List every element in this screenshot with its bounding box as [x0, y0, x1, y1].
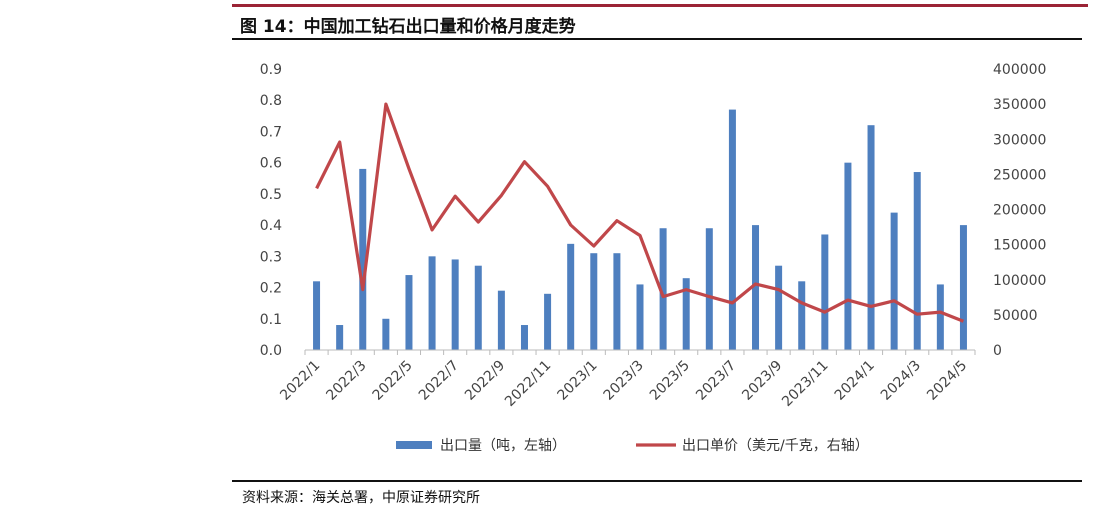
- bar: [451, 259, 459, 350]
- figure-title: 图 14：中国加工钻石出口量和价格月度走势: [240, 17, 576, 37]
- left-tick-label: 0.3: [260, 249, 282, 265]
- bar: [752, 225, 760, 350]
- bar: [682, 278, 690, 350]
- x-tick-label: 2023/7: [693, 358, 739, 404]
- bar: [428, 256, 436, 350]
- right-axis-ticks: 0 50000 100000 150000 200000 250000 300000 3500…: [993, 62, 1046, 359]
- legend-bar-swatch: [396, 441, 432, 449]
- bar: [867, 125, 875, 350]
- left-tick-label: 0.8: [260, 93, 282, 109]
- bar: [821, 234, 829, 350]
- x-tick-label: 2023/9: [739, 358, 785, 404]
- bar: [798, 281, 806, 350]
- right-tick-label: 250000: [993, 167, 1046, 183]
- x-tick-label: 2022/11: [502, 358, 554, 410]
- left-tick-label: 0.0: [260, 343, 282, 359]
- bar: [844, 162, 852, 350]
- bottom-rule: [232, 480, 1082, 482]
- x-tick-label: 2023/11: [779, 358, 831, 410]
- bar: [497, 290, 505, 350]
- legend: 出口量（吨，左轴） 出口单价（美元/千克，右轴）: [396, 438, 869, 454]
- right-tick-label: 50000: [993, 308, 1038, 324]
- bar: [936, 284, 944, 350]
- x-tick-label: 2023/1: [554, 358, 600, 404]
- bar: [474, 265, 482, 350]
- top-accent-rule: [232, 4, 1088, 7]
- legend-bar-label: 出口量（吨，左轴）: [440, 438, 566, 454]
- bar: [405, 275, 413, 350]
- bar: [590, 253, 598, 350]
- x-tick-label: 2024/1: [832, 358, 878, 404]
- bar: [959, 225, 967, 350]
- bar: [567, 243, 575, 350]
- right-tick-label: 0: [993, 343, 1002, 359]
- left-tick-label: 0.6: [260, 156, 282, 172]
- right-tick-label: 100000: [993, 273, 1046, 289]
- x-tick-label: 2024/3: [878, 358, 924, 404]
- left-tick-label: 0.4: [260, 218, 282, 234]
- right-tick-label: 300000: [993, 132, 1046, 148]
- x-tick-label: 2022/1: [277, 358, 323, 404]
- left-tick-label: 0.1: [260, 312, 282, 328]
- legend-line-label: 出口单价（美元/千克，右轴）: [682, 438, 869, 454]
- bar: [659, 228, 667, 350]
- x-tick-label: 2022/7: [416, 358, 462, 404]
- x-tick-label: 2024/5: [924, 358, 970, 404]
- right-tick-label: 350000: [993, 97, 1046, 113]
- right-tick-label: 400000: [993, 62, 1046, 78]
- bar: [544, 293, 552, 350]
- x-tick-label: 2023/5: [647, 358, 693, 404]
- bar: [913, 172, 921, 350]
- x-tick-label: 2023/3: [601, 358, 647, 404]
- left-tick-label: 0.2: [260, 281, 282, 297]
- bar: [613, 253, 621, 350]
- right-tick-label: 200000: [993, 203, 1046, 219]
- left-tick-label: 0.7: [260, 124, 282, 140]
- x-tick-label: 2022/3: [323, 358, 369, 404]
- left-tick-label: 0.9: [260, 62, 282, 78]
- bar: [775, 265, 783, 350]
- bar: [382, 318, 390, 350]
- bar: [359, 168, 367, 350]
- bar: [728, 109, 736, 350]
- x-tick-label: 2022/5: [370, 358, 416, 404]
- bar: [520, 325, 528, 350]
- bar: [705, 228, 713, 350]
- bar-series: [313, 109, 967, 350]
- title-rule: [232, 38, 1082, 40]
- left-axis-ticks: 0.0 0.1 0.2 0.3 0.4 0.5 0.6 0.7 0.8 0.9: [260, 62, 282, 359]
- x-tick-label: 2022/9: [462, 358, 508, 404]
- bar: [890, 212, 898, 350]
- bar: [636, 284, 644, 350]
- price-line: [315, 102, 964, 323]
- right-tick-label: 150000: [993, 238, 1046, 254]
- source-note: 资料来源：海关总署，中原证券研究所: [242, 490, 480, 506]
- left-tick-label: 0.5: [260, 187, 282, 203]
- bar: [313, 281, 321, 350]
- bar: [336, 325, 344, 350]
